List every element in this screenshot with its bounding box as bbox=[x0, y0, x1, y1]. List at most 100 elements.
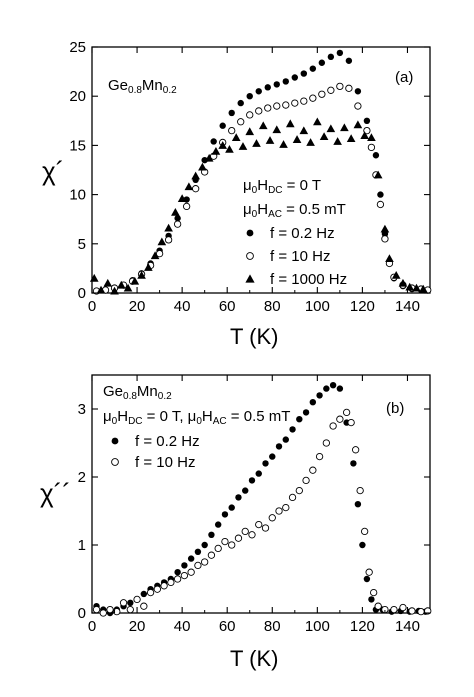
legend-label-a-2: f = 1000 Hz bbox=[270, 271, 347, 288]
data-point-a-s1 bbox=[327, 86, 335, 94]
data-point-a-s2 bbox=[116, 280, 126, 289]
data-point-b-s1 bbox=[408, 607, 416, 615]
y-axis-title-a: χ´ bbox=[42, 156, 64, 186]
data-point-b-s0 bbox=[221, 511, 229, 518]
data-point-a-s1 bbox=[309, 94, 317, 102]
x-tick-label-b: 60 bbox=[219, 618, 236, 635]
data-point-b-s1 bbox=[275, 507, 283, 515]
data-point-b-s0 bbox=[329, 382, 337, 389]
data-point-a-s0 bbox=[246, 93, 253, 100]
data-point-b-s0 bbox=[368, 596, 375, 603]
data-point-b-s0 bbox=[350, 460, 357, 467]
data-point-a-s0 bbox=[318, 59, 326, 66]
y-tick-label-a: 0 bbox=[78, 285, 86, 302]
data-point-a-s2 bbox=[231, 133, 241, 141]
y-tick-label-a: 20 bbox=[69, 88, 86, 105]
data-point-a-s2 bbox=[367, 133, 376, 141]
data-point-a-s1 bbox=[291, 99, 299, 107]
data-point-a-s2 bbox=[373, 170, 383, 179]
material-label-a: Ge0.8Mn0.2 bbox=[108, 77, 177, 96]
data-point-b-s1 bbox=[133, 595, 141, 604]
data-point-b-s0 bbox=[242, 487, 249, 494]
material-label-b: Ge0.8Mn0.2 bbox=[103, 383, 172, 402]
data-point-b-s1 bbox=[322, 439, 330, 447]
y-tick-label-b: 2 bbox=[78, 469, 86, 486]
data-point-b-s1 bbox=[228, 541, 236, 549]
data-point-b-s1 bbox=[261, 524, 270, 532]
panel-label-b: (b) bbox=[386, 400, 404, 417]
y-tick-label-a: 15 bbox=[69, 137, 86, 154]
data-point-a-s2 bbox=[292, 135, 302, 143]
data-point-a-s0 bbox=[345, 57, 353, 64]
data-point-a-s1 bbox=[345, 84, 353, 92]
data-point-b-s1 bbox=[351, 446, 360, 454]
data-point-a-s1 bbox=[155, 249, 164, 258]
data-point-b-s0 bbox=[174, 569, 181, 576]
data-point-a-s2 bbox=[353, 120, 363, 129]
data-point-b-s1 bbox=[201, 558, 209, 566]
data-point-b-s1 bbox=[187, 568, 195, 576]
data-point-a-s0 bbox=[255, 88, 262, 95]
data-point-a-s0 bbox=[377, 191, 384, 198]
data-point-a-s2 bbox=[360, 131, 369, 140]
data-point-b-s0 bbox=[262, 460, 269, 467]
plot-frame-b bbox=[91, 374, 431, 614]
condition-b: μ0HDC = 0 T, μ0HAC = 0.5 mT bbox=[103, 408, 290, 427]
data-point-b-s1 bbox=[315, 452, 324, 461]
legend-label-a-1: f = 10 Hz bbox=[270, 248, 330, 265]
data-point-a-s1 bbox=[376, 200, 385, 209]
data-point-b-s1 bbox=[207, 551, 216, 559]
data-point-a-s0 bbox=[291, 74, 298, 81]
data-point-a-s2 bbox=[252, 139, 261, 147]
data-point-b-s0 bbox=[354, 501, 362, 508]
data-point-a-s2 bbox=[299, 126, 309, 135]
data-point-b-s0 bbox=[187, 555, 195, 562]
data-point-b-s1 bbox=[365, 568, 373, 576]
data-point-a-s2 bbox=[326, 124, 336, 133]
data-point-b-s0 bbox=[214, 521, 222, 528]
y-axis-title-b: χ´´ bbox=[40, 478, 71, 508]
data-point-a-s2 bbox=[340, 123, 349, 132]
data-point-a-s2 bbox=[258, 121, 268, 130]
data-point-a-s1 bbox=[318, 90, 326, 98]
data-point-a-s2 bbox=[218, 141, 228, 149]
data-point-a-s1 bbox=[246, 111, 254, 119]
data-point-a-s0 bbox=[336, 49, 344, 57]
data-point-b-s0 bbox=[309, 399, 317, 406]
data-point-b-s0 bbox=[208, 531, 215, 538]
data-point-a-s2 bbox=[245, 127, 255, 136]
data-point-a-s2 bbox=[150, 251, 160, 260]
data-point-b-s1 bbox=[146, 588, 155, 597]
data-point-a-s2 bbox=[391, 270, 401, 279]
data-point-b-s0 bbox=[323, 385, 330, 392]
data-point-b-s1 bbox=[248, 531, 256, 539]
data-point-a-s0 bbox=[219, 122, 226, 129]
data-point-b-s1 bbox=[160, 582, 168, 590]
data-point-b-s1 bbox=[390, 605, 398, 614]
data-point-a-s0 bbox=[264, 84, 271, 91]
data-point-b-s1 bbox=[347, 418, 355, 427]
x-tick-label-b: 80 bbox=[264, 618, 281, 635]
legend-marker-a-1 bbox=[246, 252, 254, 260]
data-point-b-s1 bbox=[255, 520, 263, 529]
data-point-a-s2 bbox=[211, 146, 221, 155]
data-point-a-s2 bbox=[238, 142, 248, 150]
data-point-b-s0 bbox=[248, 477, 256, 484]
data-point-a-s2 bbox=[144, 263, 153, 271]
panel-a: 0 20 40 60 80 100 120 140 0 5 10 15 20 25 (a) Ge0.8Mn… bbox=[42, 39, 432, 349]
data-point-a-s0 bbox=[372, 152, 380, 159]
data-point-a-s2 bbox=[130, 276, 140, 285]
x-tick-label-b: 120 bbox=[350, 618, 375, 635]
data-point-a-s2 bbox=[306, 138, 315, 146]
data-point-b-s1 bbox=[106, 605, 114, 614]
data-point-a-s2 bbox=[319, 132, 329, 140]
data-point-b-s0 bbox=[336, 385, 344, 392]
data-point-a-s1 bbox=[363, 126, 371, 135]
data-point-a-s0 bbox=[282, 78, 289, 85]
data-point-a-s2 bbox=[191, 171, 200, 180]
data-point-b-s1 bbox=[234, 534, 243, 542]
x-axis-title-a: T (K) bbox=[230, 324, 278, 349]
data-point-b-s1 bbox=[282, 503, 290, 512]
data-point-a-s2 bbox=[313, 117, 322, 126]
